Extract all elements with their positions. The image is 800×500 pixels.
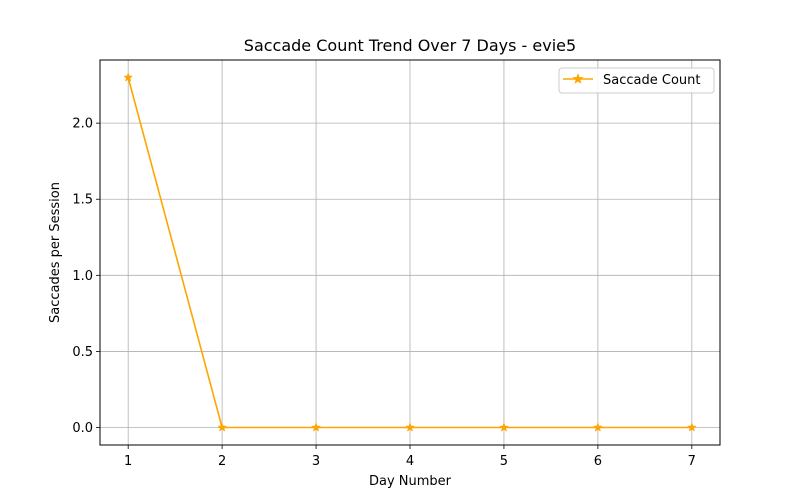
grid: [100, 60, 720, 445]
x-axis-ticks: 1 2 3 4 5 6 7: [124, 445, 696, 469]
x-tick-label: 5: [500, 454, 508, 469]
x-tick-label: 7: [688, 454, 696, 469]
y-tick-label: 1.5: [72, 193, 93, 208]
x-axis-label: Day Number: [369, 474, 452, 489]
x-tick-label: 3: [312, 454, 320, 469]
y-axis-label: Saccades per Session: [48, 182, 63, 323]
x-tick-label: 6: [594, 454, 602, 469]
data-point-star: [311, 422, 322, 432]
data-point-star: [405, 422, 415, 432]
data-point-star: [498, 422, 509, 432]
y-tick-label: 0.0: [72, 421, 93, 436]
y-tick-label: 1.0: [72, 269, 93, 284]
series-layer: [123, 72, 697, 432]
legend-box: [558, 67, 715, 94]
legend-star-marker: [572, 73, 584, 84]
data-point-star: [123, 72, 134, 82]
x-tick-label: 4: [406, 454, 414, 469]
chart-title: Saccade Count Trend Over 7 Days - evie5: [244, 36, 576, 55]
legend-label: Saccade Count: [603, 73, 700, 88]
y-axis-ticks: 0.0 0.5 1.0 1.5 2.0: [72, 117, 100, 436]
data-point-star: [217, 422, 228, 432]
data-point-star: [686, 422, 697, 432]
y-tick-label: 2.0: [72, 117, 93, 132]
y-tick-label: 0.5: [72, 345, 93, 360]
data-point-star: [592, 422, 603, 432]
x-tick-label: 1: [124, 454, 132, 469]
legend: Saccade Count: [558, 67, 715, 94]
x-tick-label: 2: [218, 454, 226, 469]
